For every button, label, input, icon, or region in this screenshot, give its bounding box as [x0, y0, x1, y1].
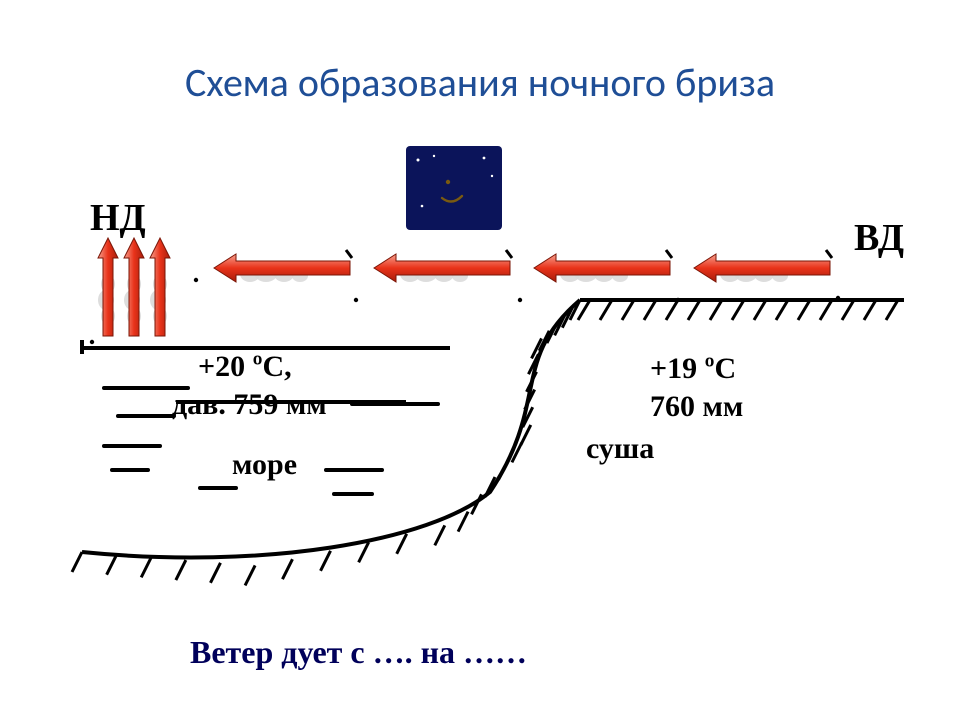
label-land: суша — [586, 432, 654, 466]
label-high-pressure: ВД — [854, 216, 904, 260]
diagram-svg — [0, 0, 960, 720]
label-sea-temp: +20 ºС, — [198, 350, 292, 384]
label-sea: море — [232, 448, 297, 482]
label-land-pressure: 760 мм — [650, 390, 743, 424]
label-low-pressure: НД — [90, 196, 146, 240]
label-land-temp: +19 ºС — [650, 352, 736, 386]
fill-blank-caption: Ветер дует с …. на …… — [190, 634, 527, 671]
label-sea-pressure: дав. 759 мм — [172, 388, 327, 422]
